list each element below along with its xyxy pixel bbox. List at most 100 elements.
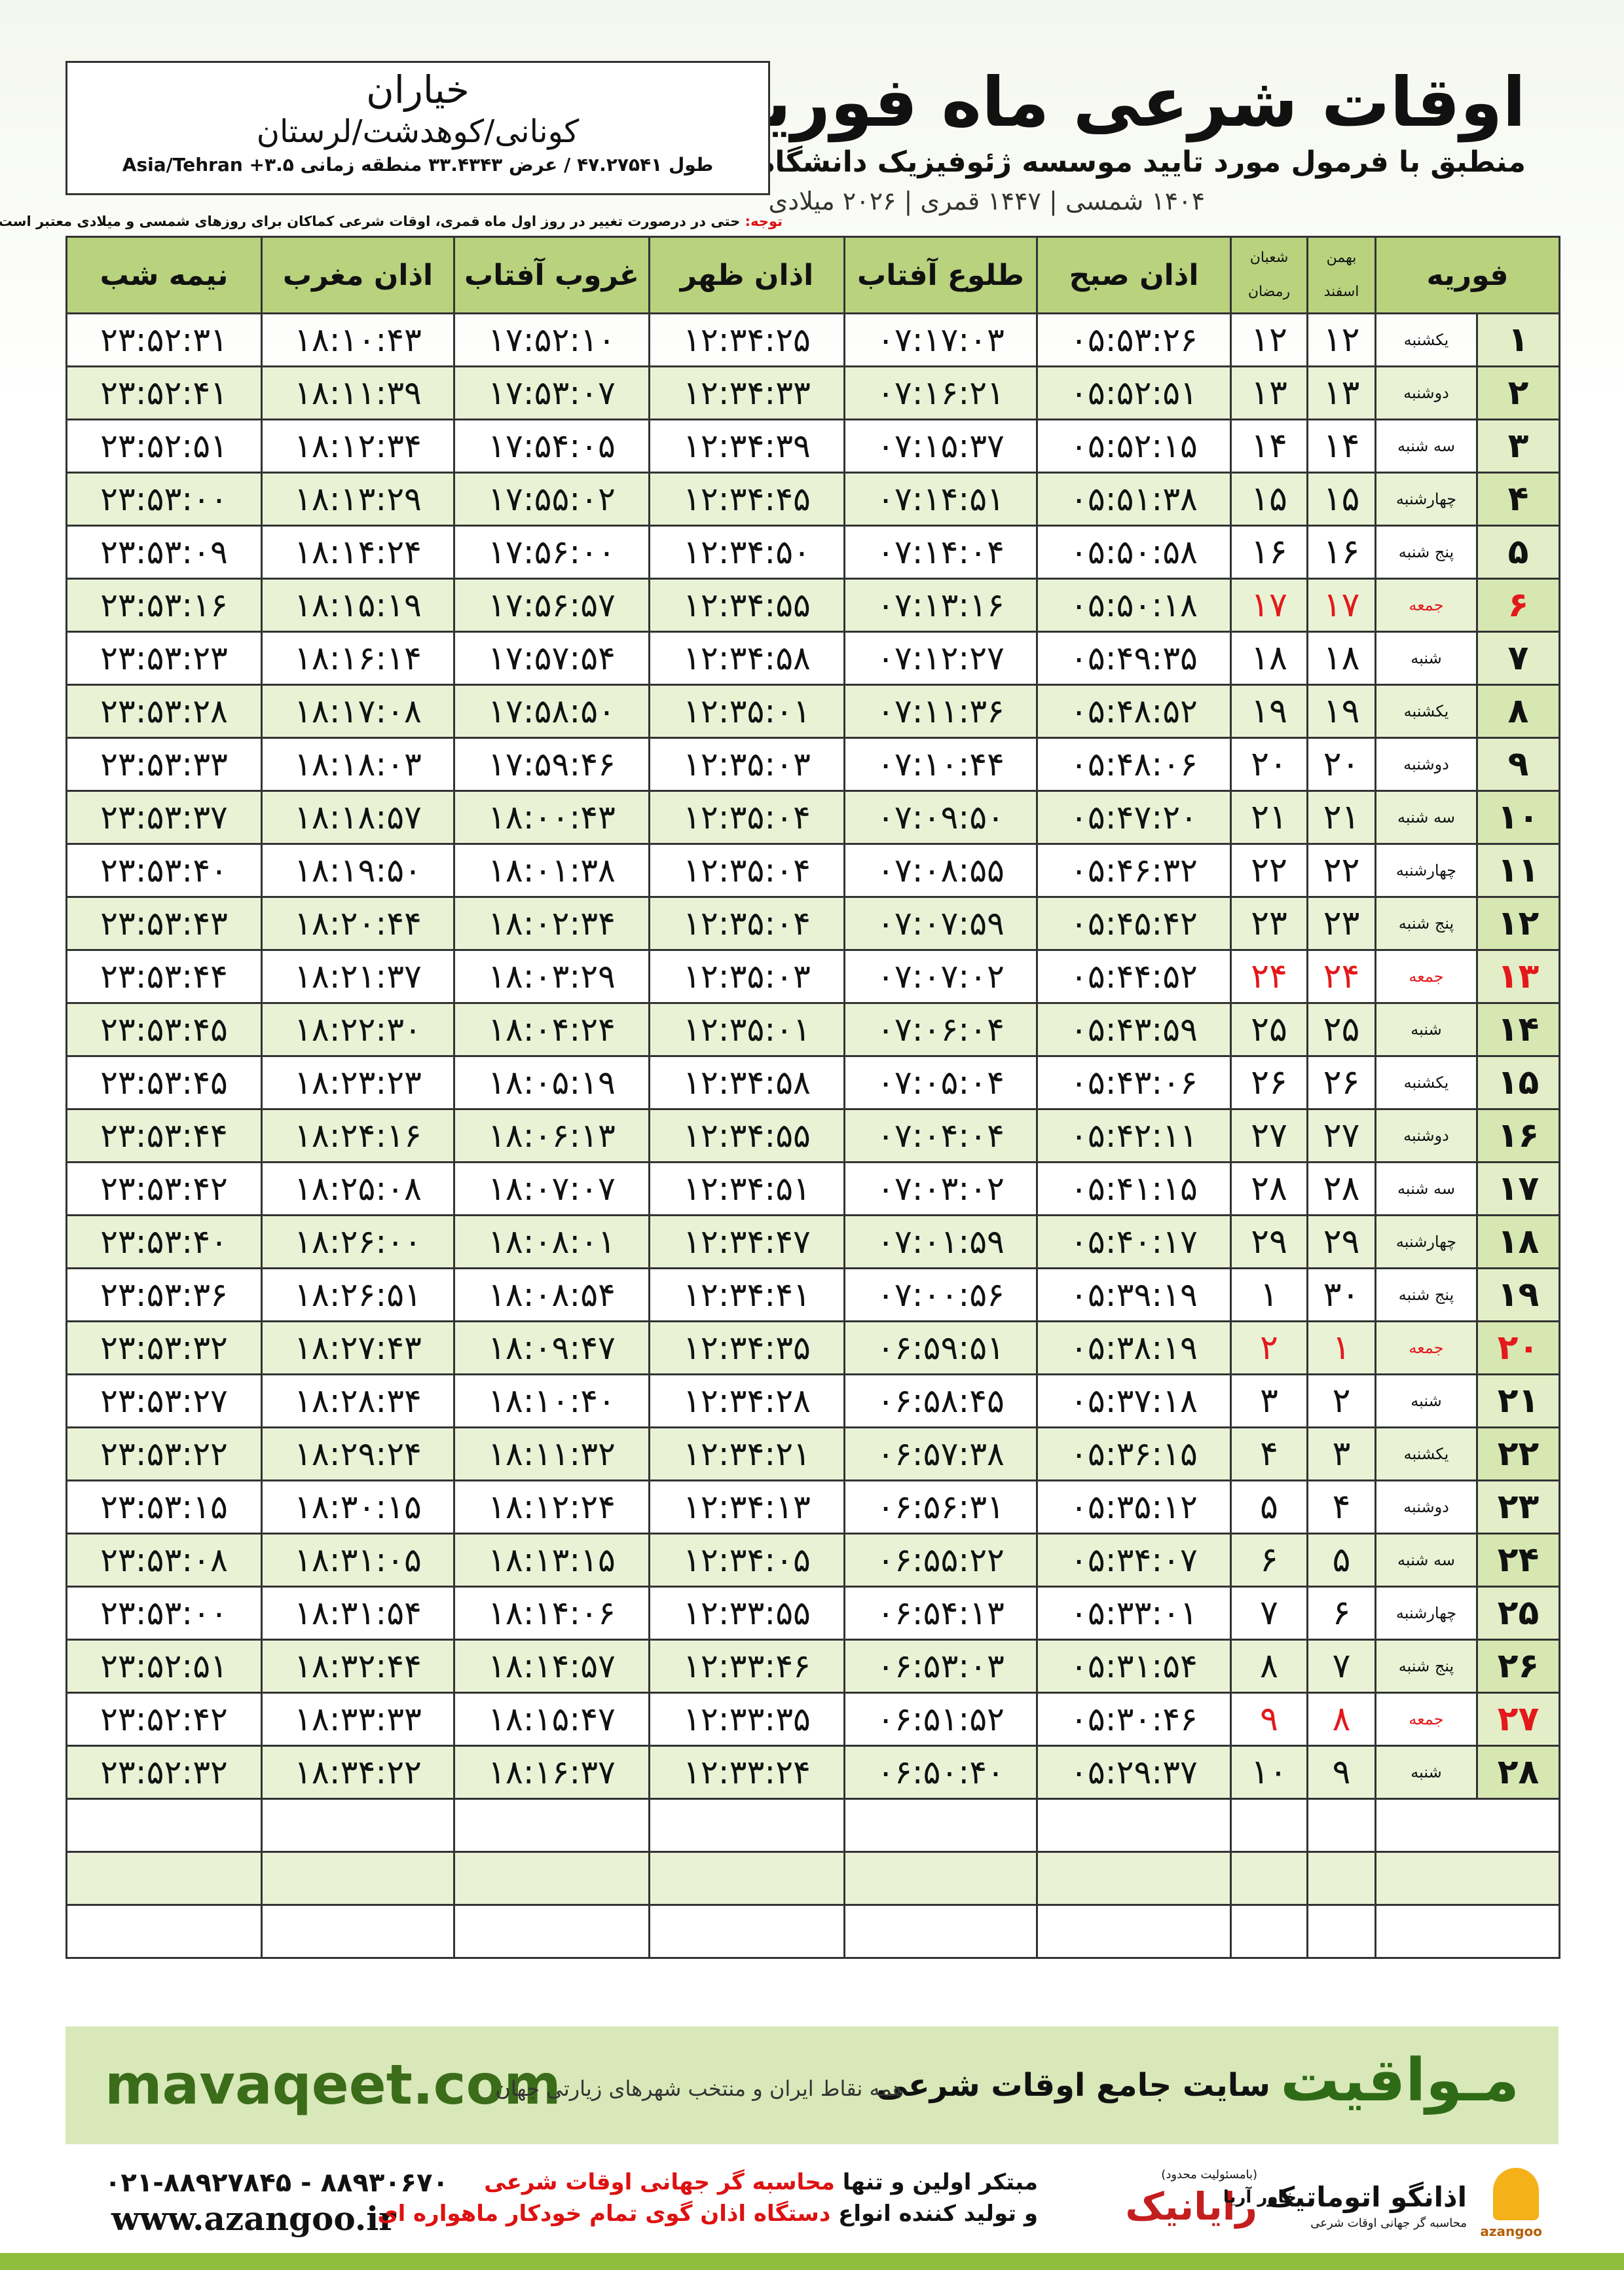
- time-cell: ۲۳:۵۳:۲۲: [65, 1426, 263, 1481]
- time-cell: ۰۵:۵۳:۲۶: [1036, 312, 1232, 367]
- solar-day: ۳: [1306, 1426, 1376, 1481]
- footer-text: محاسبه گر جهانی اوقات شرعی: [484, 2169, 835, 2195]
- time-cell: ۱۸:۰۸:۰۱: [453, 1214, 650, 1269]
- day-number: ۴: [1476, 472, 1560, 527]
- table-row: ۱۹ پنج شنبه ۳۰ ۱ ۰۵:۳۹:۱۹ ۰۷:۰۰:۵۶ ۱۲:۳۴:۴۱ ۱۸:…: [65, 1267, 1560, 1322]
- banner-url[interactable]: mavaqeet.com: [105, 2053, 561, 2117]
- time-cell: ۰۷:۰۱:۵۹: [843, 1214, 1038, 1269]
- table-row: ۲۷ جمعه ۸ ۹ ۰۵:۳۰:۴۶ ۰۶:۵۱:۵۲ ۱۲:۳۳:۳۵ ۱۸:۱۵:۴۷…: [65, 1692, 1560, 1747]
- day-number: ۲۳: [1476, 1479, 1560, 1535]
- time-cell: ۱۸:۰۶:۱۳: [453, 1108, 650, 1163]
- time-cell: ۰۶:۵۶:۳۱: [843, 1479, 1038, 1535]
- time-cell: ۱۸:۱۴:۵۷: [453, 1639, 650, 1694]
- table-row: ۱۲ پنج شنبه ۲۳ ۲۳ ۰۵:۴۵:۴۲ ۰۷:۰۷:۵۹ ۱۲:۳۵:۰۴ ۱۸…: [65, 896, 1560, 951]
- time-cell: ۱۸:۰۴:۲۴: [453, 1002, 650, 1057]
- day-number: ۱۱: [1476, 843, 1560, 898]
- day-number: ۱۵: [1476, 1055, 1560, 1110]
- time-cell: ۱۷:۵۶:۵۷: [453, 578, 650, 633]
- solar-day: ۱۴: [1306, 419, 1376, 474]
- day-number: ۲۰: [1476, 1320, 1560, 1375]
- time-cell: ۱۷:۵۵:۰۲: [453, 472, 650, 527]
- time-cell: ۲۳:۵۳:۴۲: [65, 1161, 263, 1216]
- location-region: کونانی/کوهدشت/لرستان: [256, 113, 580, 150]
- time-cell: ۱۸:۱۷:۰۸: [261, 684, 455, 739]
- time-cell: ۱۲:۳۳:۴۶: [648, 1639, 845, 1694]
- empty-row: [65, 1904, 1560, 1959]
- time-cell: ۰۵:۳۳:۰۱: [1036, 1586, 1232, 1641]
- day-number: ۱۳: [1476, 949, 1560, 1004]
- time-cell: ۱۲:۳۴:۲۸: [648, 1373, 845, 1428]
- time-cell: ۱۷:۵۴:۰۵: [453, 419, 650, 474]
- footer-line: و تولید کننده انواع دستگاه اذان گوی تمام…: [377, 2201, 1038, 2227]
- lunar-day: ۹: [1230, 1692, 1308, 1747]
- time-cell: ۲۳:۵۳:۰۸: [65, 1533, 263, 1588]
- solar-day: ۱۳: [1306, 365, 1376, 420]
- website[interactable]: www.azangoo.ir: [111, 2199, 396, 2238]
- day-number: ۲۷: [1476, 1692, 1560, 1747]
- time-cell: ۱۷:۵۷:۵۴: [453, 631, 650, 686]
- time-cell: ۱۸:۰۸:۵۴: [453, 1267, 650, 1322]
- table-row: ۱ یکشنبه ۱۲ ۱۲ ۰۵:۵۳:۲۶ ۰۷:۱۷:۰۳ ۱۲:۳۴:۲۵ ۱۷:۵۲…: [65, 312, 1560, 367]
- time-cell: ۰۵:۴۸:۵۲: [1036, 684, 1232, 739]
- time-cell: ۲۳:۵۳:۳۳: [65, 737, 263, 792]
- location-box: خیاران کونانی/کوهدشت/لرستان طول ۴۷.۲۷۵۴۱…: [65, 61, 770, 195]
- time-cell: ۱۲:۳۵:۰۱: [648, 1002, 845, 1057]
- time-cell: ۰۶:۵۷:۳۸: [843, 1426, 1038, 1481]
- lunar-day: ۲۶: [1230, 1055, 1308, 1110]
- weekday: پنج شنبه: [1375, 525, 1478, 580]
- time-cell: ۱۸:۰۰:۴۳: [453, 790, 650, 845]
- day-number: ۲۴: [1476, 1533, 1560, 1588]
- table-row: ۲۵ چهارشنبه ۶ ۷ ۰۵:۳۳:۰۱ ۰۶:۵۴:۱۳ ۱۲:۳۳:۵۵ ۱۸:۱…: [65, 1586, 1560, 1641]
- time-cell: ۱۸:۲۹:۲۴: [261, 1426, 455, 1481]
- lunar-day: ۲۱: [1230, 790, 1308, 845]
- day-number: ۸: [1476, 684, 1560, 739]
- lunar-day: ۲۹: [1230, 1214, 1308, 1269]
- time-cell: ۲۳:۵۳:۰۹: [65, 525, 263, 580]
- weekday: جمعه: [1375, 578, 1478, 633]
- time-cell: ۱۲:۳۵:۰۳: [648, 949, 845, 1004]
- solar-day: ۱۸: [1306, 631, 1376, 686]
- time-cell: ۱۲:۳۳:۳۵: [648, 1692, 845, 1747]
- weekday: دوشنبه: [1375, 1108, 1478, 1163]
- prayer-table: فوریه بهمن اسفند شعبان رمضان اذان صبح طلوع…: [65, 236, 1560, 1959]
- time-cell: ۰۷:۰۴:۰۴: [843, 1108, 1038, 1163]
- azangoo-logo: اذانگو اتوماتیک: [1266, 2181, 1467, 2213]
- table-row: ۱۸ چهارشنبه ۲۹ ۲۹ ۰۵:۴۰:۱۷ ۰۷:۰۱:۵۹ ۱۲:۳۴:۴۷ ۱۸…: [65, 1214, 1560, 1269]
- lunar-day: ۲۸: [1230, 1161, 1308, 1216]
- time-cell: ۰۷:۱۷:۰۳: [843, 312, 1038, 367]
- time-cell: ۲۳:۵۲:۳۱: [65, 312, 263, 367]
- time-cell: ۱۷:۵۹:۴۶: [453, 737, 650, 792]
- time-cell: ۰۷:۱۰:۴۴: [843, 737, 1038, 792]
- table-row: ۱۰ سه شنبه ۲۱ ۲۱ ۰۵:۴۷:۲۰ ۰۷:۰۹:۵۰ ۱۲:۳۵:۰۴ ۱۸:…: [65, 790, 1560, 845]
- day-number: ۱۰: [1476, 790, 1560, 845]
- footer-text: و تولید کننده انواع: [838, 2201, 1038, 2227]
- time-cell: ۱۸:۲۷:۴۳: [261, 1320, 455, 1375]
- time-cell: ۱۷:۵۶:۰۰: [453, 525, 650, 580]
- table-row: ۱۷ سه شنبه ۲۸ ۲۸ ۰۵:۴۱:۱۵ ۰۷:۰۳:۰۲ ۱۲:۳۴:۵۱ ۱۸:…: [65, 1161, 1560, 1216]
- location-coords: طول ۴۷.۲۷۵۴۱ / عرض ۳۳.۴۳۴۳ منطقه زمانی ۳…: [122, 154, 714, 176]
- time-cell: ۰۵:۴۲:۱۱: [1036, 1108, 1232, 1163]
- time-cell: ۱۲:۳۵:۰۴: [648, 790, 845, 845]
- lunar-day: ۱۰: [1230, 1745, 1308, 1800]
- time-cell: ۲۳:۵۳:۲۳: [65, 631, 263, 686]
- time-cell: ۱۸:۲۳:۲۳: [261, 1055, 455, 1110]
- time-cell: ۲۳:۵۳:۳۶: [65, 1267, 263, 1322]
- phones: ۰۲۱-۸۸۹۲۷۸۴۵ - ۸۸۹۳۰۶۷۰: [105, 2168, 449, 2198]
- table-row: ۱۵ یکشنبه ۲۶ ۲۶ ۰۵:۴۳:۰۶ ۰۷:۰۵:۰۴ ۱۲:۳۴:۵۸ ۱۸:۰…: [65, 1055, 1560, 1110]
- time-cell: ۱۸:۲۵:۰۸: [261, 1161, 455, 1216]
- time-cell: ۱۸:۱۳:۲۹: [261, 472, 455, 527]
- time-cell: ۱۲:۳۳:۵۵: [648, 1586, 845, 1641]
- column-header: فوریه: [1375, 236, 1560, 314]
- lunar-day: ۶: [1230, 1533, 1308, 1588]
- solar-day: ۱۹: [1306, 684, 1376, 739]
- time-cell: ۱۲:۳۴:۴۵: [648, 472, 845, 527]
- time-cell: ۱۸:۳۱:۵۴: [261, 1586, 455, 1641]
- table-row: ۲۴ سه شنبه ۵ ۶ ۰۵:۳۴:۰۷ ۰۶:۵۵:۲۲ ۱۲:۳۴:۰۵ ۱۸:۱۳…: [65, 1533, 1560, 1588]
- location-name: خیاران: [366, 67, 470, 112]
- time-cell: ۱۸:۱۹:۵۰: [261, 843, 455, 898]
- table-row: ۲۳ دوشنبه ۴ ۵ ۰۵:۳۵:۱۲ ۰۶:۵۶:۳۱ ۱۲:۳۴:۱۳ ۱۸:۱۲:…: [65, 1479, 1560, 1535]
- lunar-day: ۱۴: [1230, 419, 1308, 474]
- time-cell: ۱۸:۳۲:۴۴: [261, 1639, 455, 1694]
- weekday: یکشنبه: [1375, 1426, 1478, 1481]
- column-header: اذان ظهر: [648, 236, 845, 314]
